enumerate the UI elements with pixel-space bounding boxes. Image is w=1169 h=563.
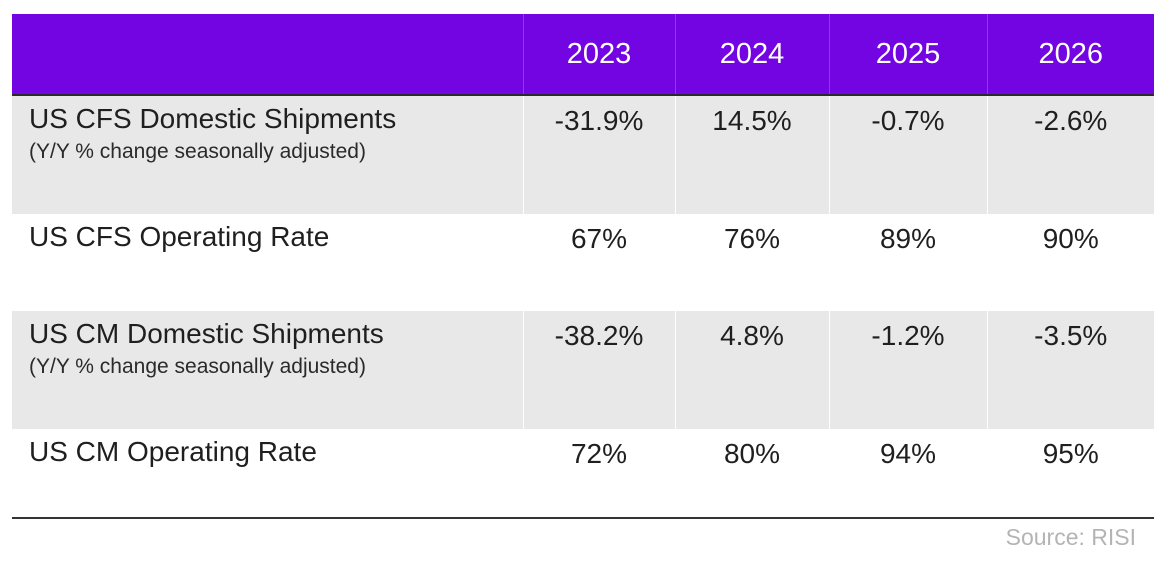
table-row: US CFS Operating Rate 67% 76% 89% 90%	[12, 214, 1154, 311]
row-label-cell: US CFS Domestic Shipments (Y/Y % change …	[12, 95, 523, 214]
row-sublabel: (Y/Y % change seasonally adjusted)	[29, 355, 366, 378]
value-cell: -0.7%	[828, 95, 987, 214]
row-label: US CFS Operating Rate	[29, 221, 330, 252]
value-cell: 94%	[828, 429, 987, 547]
table-row: US CFS Domestic Shipments (Y/Y % change …	[12, 95, 1154, 214]
row-label: US CM Domestic Shipments	[29, 318, 384, 349]
cell-value: -3.5%	[1034, 320, 1108, 351]
row-label: US CFS Domestic Shipments	[29, 103, 397, 134]
table-row: US CM Domestic Shipments (Y/Y % change s…	[12, 311, 1154, 429]
cell-value: 90%	[1042, 223, 1099, 254]
cell-value: 67%	[570, 223, 628, 254]
row-label: US CM Operating Rate	[29, 436, 317, 467]
row-label-cell: US CFS Operating Rate	[12, 214, 523, 311]
value-cell: -2.6%	[986, 95, 1154, 214]
cell-value: -31.9%	[554, 105, 644, 136]
cell-value: 80%	[723, 438, 781, 469]
cell-value: 89%	[879, 223, 937, 254]
header-cell-2024: 2024	[674, 14, 829, 96]
header-cell-label	[12, 14, 523, 96]
cell-value: 95%	[1042, 438, 1099, 469]
value-cell: 72%	[522, 429, 675, 547]
value-cell: -1.2%	[828, 311, 987, 429]
row-label-cell: US CM Operating Rate	[12, 429, 523, 547]
value-cell: -38.2%	[522, 311, 675, 429]
cell-value: -38.2%	[554, 320, 644, 351]
cell-value: 72%	[570, 438, 628, 469]
forecast-table: 2023 2024 2025 2026 US CFS Domestic Ship…	[12, 14, 1154, 547]
value-cell: 90%	[986, 214, 1154, 311]
cell-value: 4.8%	[720, 320, 784, 351]
value-cell: 67%	[522, 214, 675, 311]
header-cell-2026: 2026	[986, 14, 1154, 96]
cell-value: -1.2%	[871, 320, 945, 351]
value-cell: -31.9%	[522, 95, 675, 214]
row-sublabel: (Y/Y % change seasonally adjusted)	[29, 140, 366, 163]
header-row: 2023 2024 2025 2026	[12, 14, 1154, 96]
cell-value: -2.6%	[1034, 105, 1108, 136]
header-cell-2023: 2023	[522, 14, 675, 96]
value-cell: 95%	[986, 429, 1154, 547]
cell-value: -0.7%	[871, 105, 945, 136]
value-cell: 89%	[828, 214, 987, 311]
cell-value: 14.5%	[712, 105, 792, 136]
forecast-table-container: 2023 2024 2025 2026 US CFS Domestic Ship…	[12, 14, 1154, 547]
cell-value: 76%	[723, 223, 781, 254]
cell-value: 94%	[879, 438, 937, 469]
header-cell-2025: 2025	[828, 14, 987, 96]
value-cell: 14.5%	[674, 95, 829, 214]
bottom-divider	[12, 517, 1154, 519]
table-row: US CM Operating Rate 72% 80% 94% 95%	[12, 429, 1154, 547]
value-cell: 76%	[674, 214, 829, 311]
value-cell: -3.5%	[986, 311, 1154, 429]
source-note: Source: RISI	[1005, 524, 1136, 550]
row-label-cell: US CM Domestic Shipments (Y/Y % change s…	[12, 311, 523, 429]
value-cell: 80%	[674, 429, 829, 547]
value-cell: 4.8%	[674, 311, 829, 429]
